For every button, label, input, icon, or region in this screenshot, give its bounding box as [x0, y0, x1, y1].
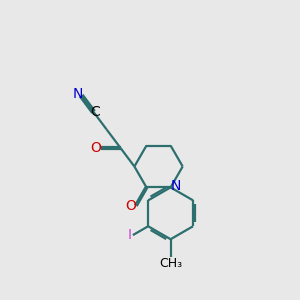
Text: N: N [73, 87, 83, 101]
Text: C: C [90, 105, 100, 119]
Text: I: I [128, 228, 132, 242]
Text: O: O [90, 141, 101, 155]
Text: CH₃: CH₃ [159, 257, 182, 270]
Text: O: O [125, 199, 136, 213]
Text: N: N [171, 179, 181, 193]
